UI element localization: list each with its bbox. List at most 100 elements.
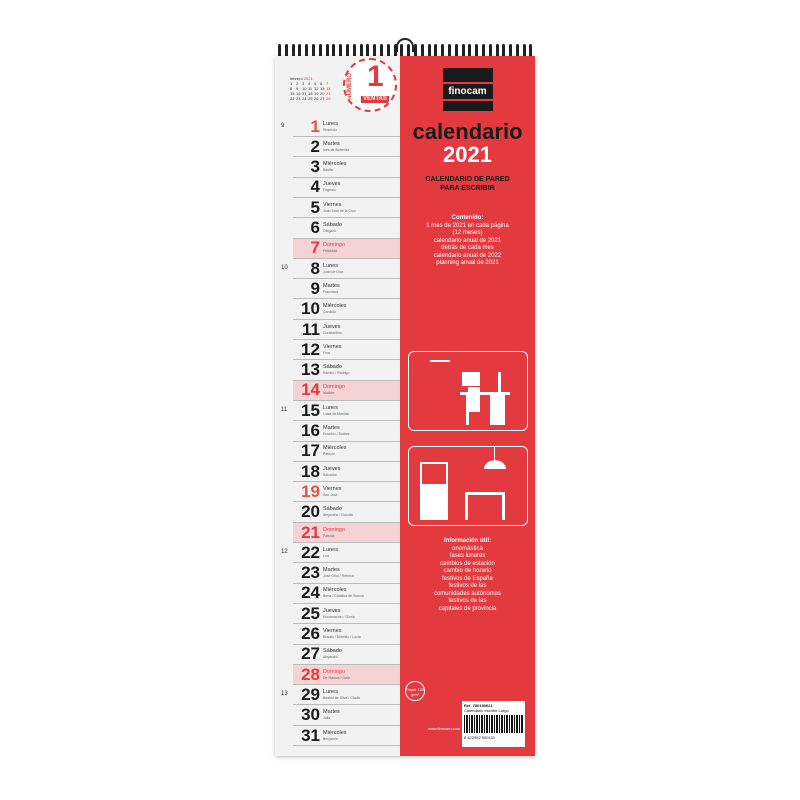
day-row[interactable]: 23 Martes José Oriol / Rebeca [293, 563, 400, 584]
day-label: Domingo Fabiola [323, 527, 345, 539]
cover-year: 2021 [443, 142, 492, 167]
day-row[interactable]: 2 Martes Inés de Bohemia [293, 137, 400, 158]
day-number: 26 [301, 624, 320, 643]
day-row[interactable]: 15 Lunes Luisa de Marillac [293, 401, 400, 422]
day-row[interactable]: 9 Martes Francisca [293, 278, 400, 300]
day-number: 16 [301, 421, 320, 440]
spiral-ring [495, 44, 499, 60]
spiral-ring [373, 44, 377, 60]
badge-ventas: VENTAS [361, 96, 389, 103]
day-label: Lunes Juan de Dios [323, 263, 343, 275]
weekday: Miércoles [323, 729, 347, 736]
spiral-ring [305, 44, 309, 60]
mini-day: 13 [320, 86, 325, 91]
day-row[interactable]: 31 Miércoles Benjamín [293, 726, 400, 746]
day-row[interactable]: 7 Domingo Felicidad [293, 238, 400, 259]
mini-day: 28 [326, 96, 331, 101]
day-number: 29 [301, 684, 320, 704]
office-illustration [408, 351, 528, 431]
saint-name: Cándido [323, 310, 337, 315]
list-item: onomástica [452, 545, 483, 552]
list-item: detrás de cada mes [441, 245, 494, 251]
saint-name: Julio [323, 716, 331, 721]
day-row[interactable]: 14 Domingo Matilde [293, 380, 400, 401]
day-number: 6 [310, 218, 320, 237]
mini-day: 12 [314, 86, 319, 91]
day-label: Viernes Fina [323, 344, 342, 356]
day-row[interactable]: 8 Lunes Juan de Dios [293, 259, 400, 280]
badge-number: 1 [367, 60, 384, 93]
day-number: 5 [310, 197, 320, 217]
mini-day: 17 [302, 91, 307, 96]
day-label: Miércoles Basilio [323, 161, 347, 173]
mini-day: 11 [308, 86, 313, 91]
day-row[interactable]: 27 Sábado Alejandro [293, 644, 400, 665]
mini-week: 22 23 24 25 26 27 28 [290, 96, 332, 101]
day-row[interactable]: 20 Sábado Alejandra / Claudia [293, 502, 400, 523]
day-row[interactable]: 24 Miércoles Berta / Catalina de Suecia [293, 583, 400, 604]
weekday: Jueves [323, 607, 341, 614]
day-row[interactable]: 16 Martes Eusebio / Suárez [293, 421, 400, 442]
day-number: 23 [301, 563, 320, 583]
saint-name: Felicidad [323, 249, 338, 254]
day-row[interactable]: 28 Domingo De Ramos / Gala [293, 665, 400, 686]
spiral-ring [339, 44, 343, 60]
day-row[interactable]: 21 Domingo Fabiola [293, 523, 400, 543]
mini-day: 2 [296, 81, 299, 86]
day-row[interactable]: 5 Viernes Juan José de la Cruz [293, 197, 400, 219]
saint-name: Basilio [323, 168, 334, 173]
mini-day: 18 [308, 91, 313, 96]
spiral-ring [509, 44, 513, 60]
mini-day: 5 [314, 81, 317, 86]
day-label: Martes Eusebio / Suárez [323, 425, 350, 437]
spiral-ring [318, 44, 322, 60]
weekday: Martes [323, 709, 340, 716]
spiral-ring [359, 44, 363, 60]
day-row[interactable]: 4 Jueves Eugenio [293, 177, 400, 198]
mini-day: 22 [290, 96, 295, 101]
spiral-ring [284, 44, 288, 60]
saint-name: Matilde [323, 391, 335, 396]
day-label: Viernes Juan José de la Cruz [323, 202, 356, 214]
day-row[interactable]: 26 Viernes Braulio / Dionisio / Lucía [293, 624, 400, 645]
spiral-ring [420, 44, 424, 60]
saint-name: Braulio / Dionisio / Lucía [323, 635, 361, 639]
day-row[interactable]: 25 Jueves Encarnación / Gloria [293, 604, 400, 625]
day-row[interactable]: 19 Viernes San José [293, 481, 400, 503]
mini-day: 10 [302, 86, 307, 91]
day-row[interactable]: 29 Lunes Beatriz de Silva / Gladis [293, 684, 400, 706]
mini-day: 27 [320, 96, 325, 101]
day-row[interactable]: 30 Martes Julio [293, 705, 400, 726]
day-number: 19 [301, 481, 320, 501]
day-number: 9 [310, 278, 320, 298]
day-row[interactable]: 6 Sábado Olegario [293, 218, 400, 239]
mini-day: 7 [326, 81, 329, 86]
saint-name: Berta / Catalina de Suecia [323, 594, 364, 599]
day-label: Viernes San José [323, 486, 342, 498]
day-row[interactable]: 13 Sábado Ramiro / Rodrigo [293, 360, 400, 381]
weekday: Viernes [323, 201, 342, 208]
day-row[interactable]: 18 Jueves Salvador [293, 462, 400, 483]
spiral-ring [427, 44, 431, 60]
saint-name: Encarnación / Gloria [323, 614, 355, 619]
day-number: 30 [301, 705, 320, 725]
contents-list: Contenido: 1 mes de 2021 en cada página (1… [400, 215, 535, 268]
list-item: calendario anual de 2021 [433, 237, 502, 244]
week-number: 11 [281, 407, 288, 414]
day-row[interactable]: 11 Jueves Constantino [293, 320, 400, 340]
day-label: Lunes Rosendo [323, 121, 338, 133]
day-row[interactable]: 1 Lunes Rosendo [293, 117, 400, 137]
weekday: Jueves [323, 181, 341, 188]
weekday: Lunes [323, 262, 338, 269]
day-row[interactable]: 10 Miércoles Cándido [293, 299, 400, 320]
day-row[interactable]: 3 Miércoles Basilio [293, 157, 400, 178]
saint-name: Francisca [323, 289, 339, 294]
weekday: Miércoles [323, 445, 347, 452]
day-row[interactable]: 17 Miércoles Patricio [293, 441, 400, 462]
mini-week: 15 16 17 18 19 20 21 [290, 91, 332, 96]
week-number: 10 [281, 265, 288, 272]
day-row[interactable]: 22 Lunes Lea [293, 543, 400, 564]
mini-month: febrero [290, 76, 303, 81]
list-item: (12 meses) [452, 230, 483, 236]
day-row[interactable]: 12 Viernes Fina [293, 340, 400, 361]
